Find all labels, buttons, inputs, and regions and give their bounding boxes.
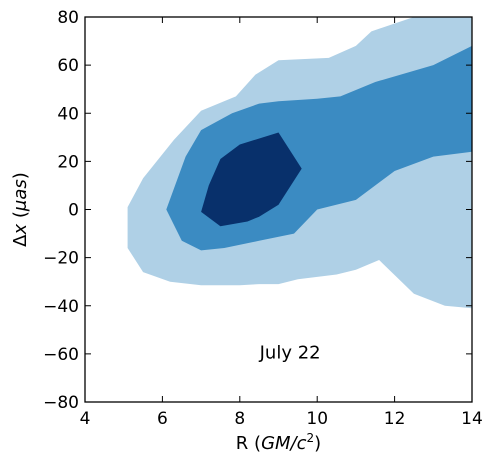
x-tick-label: 6 [157, 409, 168, 429]
y-tick-label: 0 [68, 201, 79, 221]
x-tick-label: 12 [384, 409, 406, 429]
y-tick-label: −40 [43, 297, 79, 317]
y-axis-label: Δx (μas) [10, 172, 31, 247]
ticks: 4 6 8 10 12 14 −80 −60 −40 −20 0 20 40 60 80 [43, 8, 483, 429]
contour-inner [201, 132, 302, 227]
x-tick-label: 4 [80, 409, 91, 429]
annotation-label: July 22 [259, 343, 321, 364]
y-tick-label: −20 [43, 249, 79, 269]
y-tick-label: 80 [57, 8, 79, 28]
contour-layer [127, 17, 473, 323]
y-tick-label: 20 [57, 152, 79, 172]
y-tick-label: 60 [57, 56, 79, 76]
y-tick-label: −80 [43, 393, 79, 413]
x-tick-label: 8 [234, 409, 245, 429]
y-tick-label: 40 [57, 104, 79, 124]
y-tick-label: −60 [43, 345, 79, 365]
x-tick-label: 10 [306, 409, 328, 429]
x-tick-label: 14 [461, 409, 483, 429]
x-axis-label: R (GM/c2) [236, 431, 321, 454]
